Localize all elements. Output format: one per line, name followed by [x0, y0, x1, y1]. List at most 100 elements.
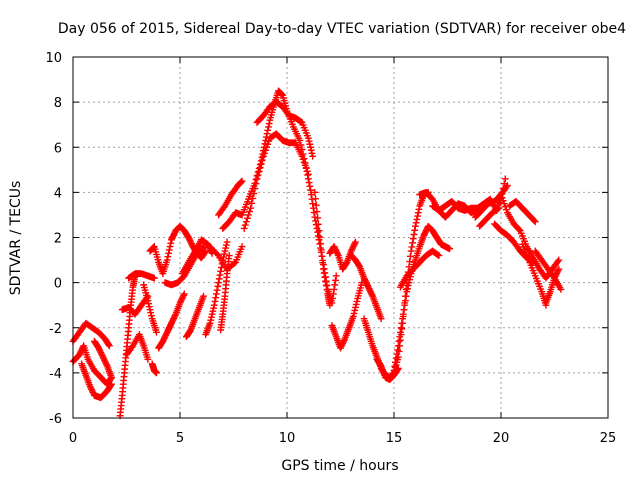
- data-point: [498, 190, 506, 197]
- data-point: [402, 292, 410, 300]
- data-point: [362, 279, 370, 287]
- data-point: [349, 243, 357, 250]
- data-point: [394, 346, 401, 354]
- data-point: [396, 333, 404, 341]
- data-point: [185, 235, 193, 243]
- data-point: [301, 161, 309, 169]
- data-point: [314, 228, 322, 236]
- data-point: [247, 204, 255, 212]
- data-point: [435, 252, 443, 259]
- data-point: [252, 180, 260, 188]
- series-track-15: [183, 292, 207, 341]
- data-point: [307, 191, 315, 199]
- data-point: [368, 291, 376, 299]
- data-point: [177, 298, 185, 305]
- data-point: [395, 337, 403, 345]
- series-track-12: [155, 290, 188, 352]
- data-point: [105, 342, 113, 350]
- data-point: [314, 214, 322, 222]
- data-point: [209, 307, 217, 315]
- data-point: [351, 307, 359, 314]
- data-point: [100, 356, 108, 364]
- data-point: [394, 364, 402, 372]
- data-point: [217, 267, 225, 275]
- data-point: [352, 304, 359, 311]
- data-point: [377, 361, 384, 369]
- data-point: [208, 310, 216, 318]
- data-point: [98, 352, 106, 359]
- x-tick-label: 0: [69, 431, 77, 446]
- series-track-28: [373, 355, 402, 384]
- data-point: [338, 341, 346, 349]
- data-point: [353, 298, 361, 305]
- data-point: [168, 318, 176, 326]
- series-track-16: [202, 238, 231, 338]
- data-point: [337, 343, 345, 350]
- data-point: [399, 315, 406, 323]
- data-point: [207, 313, 215, 321]
- data-point: [394, 342, 402, 350]
- data-point: [206, 319, 214, 327]
- data-point: [320, 269, 328, 277]
- series-track-2: [69, 342, 115, 388]
- data-point: [95, 344, 103, 352]
- y-tick-label: -6: [49, 412, 62, 427]
- data-point: [88, 386, 95, 393]
- data-point: [311, 188, 319, 196]
- x-axis-label: GPS time / hours: [281, 458, 398, 474]
- data-point: [100, 355, 108, 362]
- data-point: [221, 247, 229, 255]
- data-point: [238, 177, 246, 185]
- data-point: [407, 247, 415, 255]
- data-point: [215, 275, 223, 283]
- data-point: [250, 190, 258, 197]
- data-point: [364, 282, 372, 290]
- y-tick-label: 0: [54, 277, 62, 292]
- data-point: [303, 167, 311, 175]
- data-point: [500, 180, 508, 188]
- data-point: [412, 222, 419, 230]
- data-point: [180, 292, 187, 299]
- data-point: [248, 199, 256, 207]
- data-point: [145, 300, 153, 308]
- data-point: [355, 262, 363, 270]
- data-point: [211, 298, 219, 305]
- data-point: [201, 248, 209, 256]
- data-point: [148, 312, 155, 320]
- data-point: [352, 238, 359, 246]
- data-point: [555, 265, 563, 273]
- data-point: [406, 258, 414, 265]
- data-point: [147, 309, 155, 317]
- data-marks: [69, 87, 565, 420]
- data-point: [321, 273, 329, 281]
- data-point: [179, 293, 187, 301]
- data-point: [240, 225, 248, 232]
- data-point: [362, 277, 369, 285]
- data-point: [298, 152, 306, 160]
- data-point: [314, 220, 322, 228]
- series-track-19: [215, 177, 246, 219]
- data-point: [169, 316, 177, 324]
- data-point: [245, 211, 252, 219]
- data-point: [552, 271, 560, 279]
- data-point: [213, 250, 221, 258]
- data-point: [414, 212, 421, 220]
- data-point: [296, 137, 304, 144]
- data-point: [251, 185, 259, 193]
- data-point: [415, 205, 423, 213]
- data-point: [501, 203, 509, 211]
- data-point: [261, 149, 268, 157]
- data-point: [554, 258, 562, 265]
- data-point: [339, 338, 347, 346]
- series-track-36: [506, 198, 539, 226]
- data-point: [332, 272, 340, 280]
- data-point: [434, 251, 442, 259]
- data-point: [107, 381, 115, 389]
- data-point: [153, 369, 160, 377]
- series-track-25: [328, 279, 366, 352]
- data-point: [398, 319, 406, 327]
- data-point: [105, 341, 113, 349]
- data-point: [422, 227, 430, 235]
- series-track-34: [476, 175, 509, 230]
